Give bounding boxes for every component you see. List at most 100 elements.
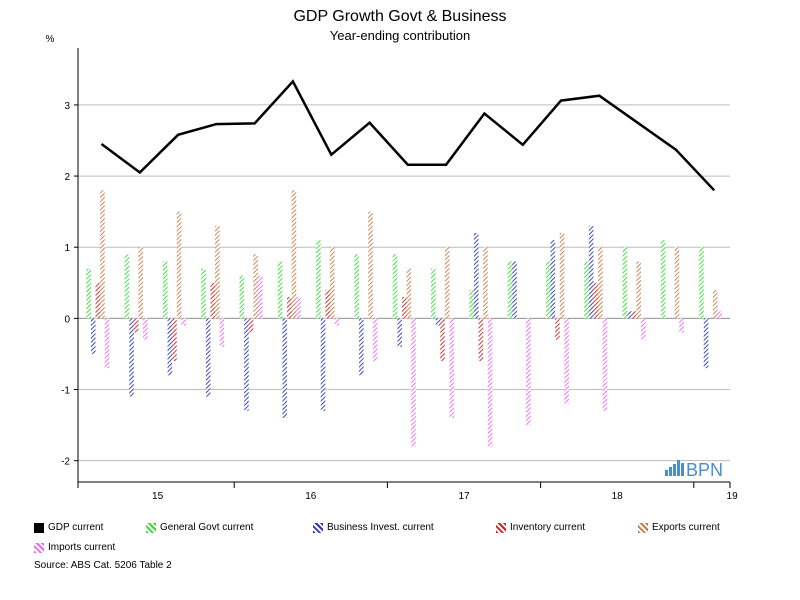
bar-general-govt-current	[699, 247, 704, 319]
y-axis-label: %	[46, 34, 55, 45]
bar-exports-current	[176, 211, 182, 319]
legend-label: Business Invest. current	[327, 522, 434, 533]
legend-item: Business Invest. current	[313, 522, 434, 533]
chart-subtitle: Year-ending contribution	[330, 28, 470, 43]
bar-exports-current	[598, 247, 603, 319]
legend-swatch	[34, 522, 44, 533]
bar-business-invest-current	[320, 318, 326, 411]
bar-exports-current	[329, 247, 335, 319]
bar-inventory-current	[478, 318, 484, 362]
axes: 15 16 17 18 19	[74, 48, 738, 502]
bar-general-govt-current	[86, 268, 91, 319]
bar-general-govt-current	[316, 240, 321, 319]
bar-imports-current	[679, 318, 684, 333]
bar-business-invest-current	[588, 225, 594, 319]
bar-general-govt-current	[622, 247, 628, 319]
bar-business-invest-current	[167, 318, 173, 376]
bar-imports-current	[564, 318, 569, 404]
bpn-logo-bar	[677, 460, 680, 476]
x-tick-label: 16	[305, 491, 317, 502]
bar-inventory-current	[631, 311, 637, 319]
legend-label: General Govt current	[160, 522, 254, 533]
legend-swatch	[146, 522, 156, 533]
bpn-logo-bar	[673, 464, 676, 476]
legend-label: Exports current	[652, 522, 720, 533]
bpn-logo-icon	[665, 460, 684, 476]
bar-exports-current	[483, 247, 488, 319]
bar-inventory-current	[133, 318, 139, 333]
legend-swatch	[313, 522, 323, 533]
bar-exports-current	[636, 261, 641, 319]
bar-exports-current	[444, 247, 450, 319]
bar-business-invest-current	[205, 318, 211, 397]
bar-exports-current	[100, 190, 105, 319]
legend-item: Inventory current	[496, 522, 585, 533]
bar-general-govt-current	[507, 261, 513, 319]
bar-business-invest-current	[473, 232, 479, 319]
bpn-logo: BPN	[665, 460, 723, 480]
legend-item: Exports current	[638, 522, 720, 533]
bar-exports-current	[559, 232, 565, 319]
y-tick-label: 3	[64, 101, 70, 112]
bar-general-govt-current	[201, 268, 206, 319]
y-tick-label: 2	[64, 172, 70, 183]
bar-imports-current	[640, 318, 646, 340]
bar-business-invest-current	[703, 318, 709, 369]
bar-general-govt-current	[124, 254, 130, 319]
bar-imports-current	[219, 318, 225, 347]
bar-general-govt-current	[584, 261, 589, 319]
x-tick-label: 18	[612, 491, 624, 502]
bar-imports-current	[602, 318, 608, 411]
bar-inventory-current	[325, 289, 330, 319]
bar-business-invest-current	[512, 261, 517, 319]
bar-exports-current	[406, 268, 412, 319]
bar-general-govt-current	[162, 261, 168, 319]
bar-business-invest-current	[550, 240, 556, 319]
bar-imports-current	[526, 318, 531, 426]
line-gdp-current	[100, 79, 716, 192]
bar-exports-current	[253, 254, 258, 319]
bar-inventory-current	[555, 318, 560, 340]
bpn-logo-bar	[665, 470, 668, 476]
bar-inventory-current	[95, 282, 101, 319]
bar-imports-current	[334, 318, 340, 326]
bar-imports-current	[296, 297, 301, 319]
bar-general-govt-current	[431, 268, 436, 319]
legend-label: GDP current	[48, 522, 104, 533]
bar-inventory-current	[593, 282, 599, 319]
bpn-logo-bar	[681, 463, 684, 476]
bar-general-govt-current	[469, 289, 474, 319]
legend-item: General Govt current	[146, 522, 253, 533]
x-tick-label: 19	[727, 491, 739, 502]
bar-general-govt-current	[239, 275, 245, 319]
bar-imports-current	[487, 318, 493, 447]
bar-exports-current	[712, 289, 718, 319]
bars	[86, 190, 723, 447]
y-tick-label: -1	[61, 386, 70, 397]
bar-imports-current	[257, 275, 263, 319]
legend-label: Inventory current	[510, 522, 586, 533]
bar-business-invest-current	[359, 318, 364, 376]
bar-inventory-current	[210, 282, 216, 319]
bar-inventory-current	[440, 318, 445, 362]
x-tick-label: 15	[152, 491, 164, 502]
legend-swatch	[34, 542, 44, 553]
legend-item: Imports current	[34, 542, 115, 553]
bar-general-govt-current	[354, 254, 360, 319]
bar-exports-current	[215, 225, 220, 319]
y-tick-label: -2	[61, 457, 70, 468]
bar-business-invest-current	[90, 318, 96, 354]
bar-business-invest-current	[435, 318, 441, 326]
bar-imports-current	[449, 318, 455, 418]
bar-inventory-current	[172, 318, 177, 362]
bar-inventory-current	[401, 297, 407, 319]
bar-business-invest-current	[282, 318, 288, 418]
bar-business-invest-current	[627, 311, 632, 319]
legend-swatch	[638, 522, 648, 533]
bar-exports-current	[674, 247, 680, 319]
legend-label: Imports current	[48, 542, 116, 553]
bar-general-govt-current	[392, 254, 398, 319]
bar-general-govt-current	[545, 261, 551, 319]
x-tick-label: 17	[458, 491, 470, 502]
